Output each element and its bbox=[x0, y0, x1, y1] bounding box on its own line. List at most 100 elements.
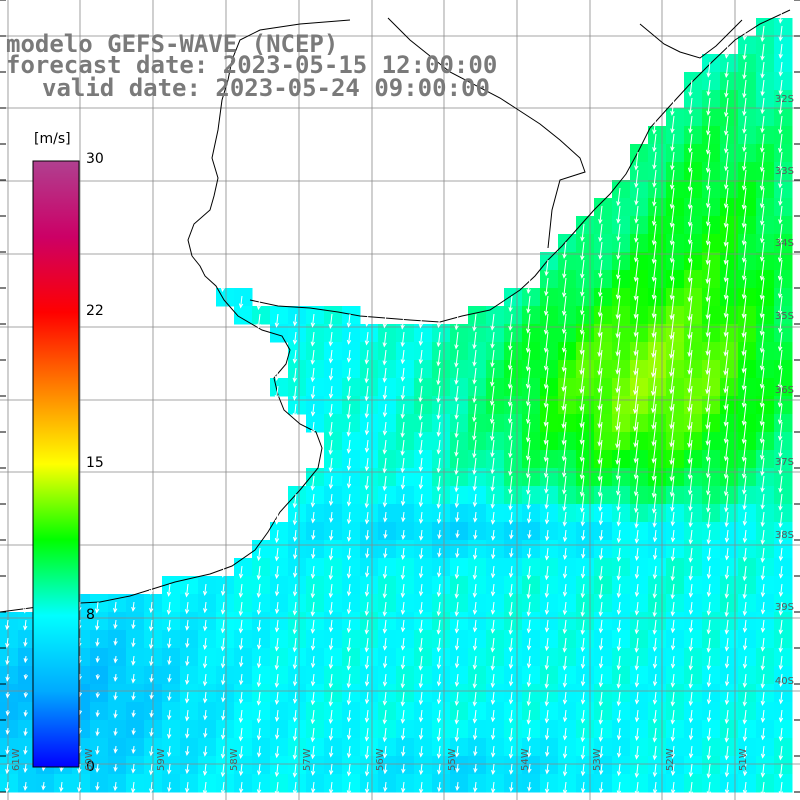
wind-arrow bbox=[310, 313, 316, 328]
speed-cell bbox=[774, 108, 793, 127]
speed-cell bbox=[738, 648, 757, 667]
speed-cell bbox=[684, 486, 703, 505]
wind-arrow bbox=[310, 781, 316, 794]
wind-arrow bbox=[310, 655, 316, 669]
wind-arrow bbox=[346, 529, 352, 542]
speed-cell bbox=[342, 486, 361, 505]
speed-cell bbox=[522, 504, 541, 523]
speed-cell bbox=[396, 738, 415, 757]
wind-arrow bbox=[724, 637, 730, 652]
speed-cell bbox=[432, 450, 451, 469]
speed-cell bbox=[756, 288, 775, 307]
wind-arrow bbox=[472, 385, 477, 404]
speed-cell bbox=[342, 684, 361, 703]
wind-arrow bbox=[652, 619, 657, 635]
lon-label-60w: 60W bbox=[84, 748, 95, 771]
wind-arrow bbox=[651, 313, 657, 338]
wind-arrow bbox=[579, 475, 585, 497]
wind-arrow bbox=[579, 421, 585, 445]
speed-cell bbox=[666, 540, 685, 559]
speed-cell bbox=[414, 378, 433, 397]
wind-arrow bbox=[202, 673, 208, 687]
wind-arrow bbox=[741, 187, 747, 210]
speed-cell bbox=[504, 306, 523, 325]
wind-arrow bbox=[472, 457, 477, 475]
wind-arrow bbox=[670, 565, 675, 582]
coastline bbox=[0, 9, 791, 613]
speed-cell bbox=[666, 756, 685, 775]
wind-arrow bbox=[292, 781, 298, 796]
wind-arrow bbox=[616, 187, 621, 207]
wind-arrow bbox=[651, 205, 657, 227]
wind-arrow bbox=[741, 241, 747, 263]
speed-cell bbox=[702, 324, 721, 343]
wind-arrow bbox=[167, 709, 172, 721]
wind-arrow bbox=[382, 691, 388, 706]
wind-arrow bbox=[364, 673, 370, 687]
speed-cell bbox=[738, 558, 757, 577]
speed-cell bbox=[702, 666, 721, 685]
wind-arrow bbox=[256, 673, 262, 688]
wind-arrow bbox=[723, 421, 729, 444]
wind-arrow bbox=[669, 475, 675, 498]
wind-arrow bbox=[652, 529, 658, 543]
wind-arrow bbox=[525, 385, 531, 407]
wind-arrow bbox=[490, 439, 495, 458]
speed-cell bbox=[576, 594, 595, 613]
speed-cell bbox=[648, 594, 667, 613]
speed-cell bbox=[720, 108, 739, 127]
wind-arrow bbox=[310, 601, 315, 617]
wind-arrow bbox=[149, 673, 154, 683]
wind-arrow bbox=[633, 403, 639, 432]
speed-cell bbox=[522, 306, 541, 325]
speed-cell bbox=[522, 648, 541, 667]
wind-arrow bbox=[777, 403, 783, 425]
speed-cell bbox=[414, 738, 433, 757]
speed-cell bbox=[342, 558, 361, 577]
speed-cell bbox=[306, 684, 325, 703]
speed-cell bbox=[162, 702, 181, 721]
wind-arrow bbox=[310, 403, 316, 417]
wind-arrow bbox=[777, 277, 783, 299]
wind-arrow bbox=[508, 619, 513, 635]
speed-cell bbox=[414, 558, 433, 577]
wind-arrow bbox=[742, 781, 748, 795]
speed-cell bbox=[648, 234, 667, 253]
speed-cell bbox=[198, 612, 217, 631]
speed-cell bbox=[720, 738, 739, 757]
speed-cell bbox=[774, 774, 793, 793]
wind-arrow bbox=[705, 421, 711, 446]
wind-arrow bbox=[633, 295, 639, 320]
speed-cell bbox=[648, 738, 667, 757]
speed-cell bbox=[756, 774, 775, 793]
speed-cell bbox=[324, 360, 343, 379]
speed-cell bbox=[756, 504, 775, 523]
speed-cell bbox=[432, 486, 451, 505]
wind-arrow bbox=[688, 691, 694, 707]
speed-cell bbox=[216, 666, 235, 685]
wind-arrow bbox=[238, 565, 244, 579]
wind-arrow bbox=[310, 673, 316, 687]
wind-arrow bbox=[544, 781, 550, 794]
speed-cell bbox=[360, 612, 379, 631]
speed-cell bbox=[414, 612, 433, 631]
speed-cell bbox=[540, 630, 559, 649]
speed-cell bbox=[18, 612, 37, 631]
wind-arrow bbox=[778, 61, 783, 77]
wind-arrow bbox=[166, 619, 172, 633]
speed-cell bbox=[630, 252, 649, 271]
speed-cell bbox=[522, 342, 541, 361]
speed-cell bbox=[378, 342, 397, 361]
wind-arrow bbox=[688, 547, 693, 563]
wind-arrow bbox=[95, 781, 100, 791]
speed-cell bbox=[630, 558, 649, 577]
wind-vectors bbox=[5, 7, 784, 797]
wind-arrow bbox=[292, 763, 298, 778]
speed-cell bbox=[738, 738, 757, 757]
wind-arrow bbox=[418, 403, 423, 421]
speed-cell bbox=[90, 738, 109, 757]
speed-cell bbox=[684, 702, 703, 721]
speed-cell bbox=[360, 486, 379, 505]
wind-arrow bbox=[723, 277, 729, 300]
wind-arrow bbox=[490, 331, 495, 349]
